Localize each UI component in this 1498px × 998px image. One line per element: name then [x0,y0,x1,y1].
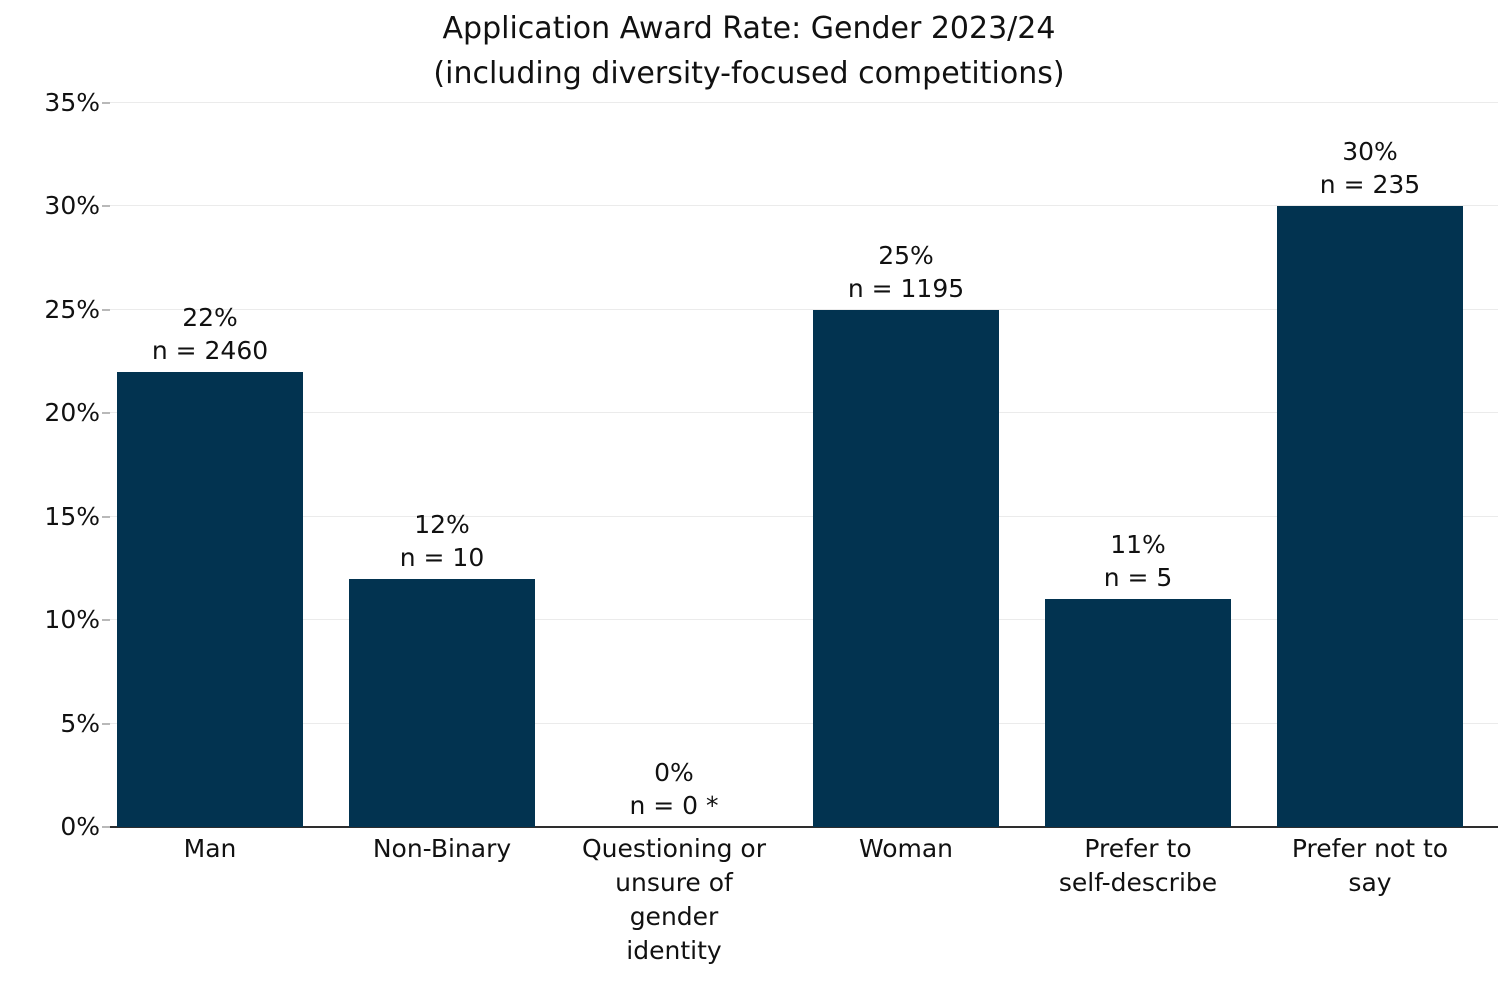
x-axis-category-label: Questioning or unsure of gender identity [582,834,766,965]
bar-value-label: 0% n = 0 * [524,756,824,822]
gridline [110,722,1498,724]
bar-n-label: n = 2460 [151,336,269,365]
bar-value-label: 12% n = 10 [292,508,592,574]
bar-value-label: 30% n = 235 [1220,135,1498,201]
bar-woman [813,310,999,827]
y-axis-tick-label: 5% [60,708,100,738]
y-axis-tick [102,619,110,622]
bar-non-binary [349,579,535,827]
y-axis-tick [102,308,110,311]
x-axis-category-label: Man [183,834,237,863]
chart-subtitle: (including diversity-focused competition… [433,56,1065,91]
y-axis-tick [102,412,110,415]
bar-n-label: n = 0 * [629,791,719,820]
x-axis-category-label: Prefer not to say [1291,834,1449,897]
gridline [110,515,1498,517]
x-axis-category-label: Prefer to self-describe [1058,834,1218,897]
y-axis-tick-label: 15% [44,501,100,531]
gridline [110,205,1498,207]
y-axis-tick-label: 10% [44,605,100,635]
bar-percent-label: 25% [878,241,934,270]
y-axis-tick-label: 0% [60,812,100,841]
bar-percent-label: 22% [182,303,238,332]
gridline [110,102,1498,103]
bar-value-label: 11% n = 5 [988,528,1288,594]
bar-n-label: n = 5 [1103,563,1173,592]
gridline [110,412,1498,414]
x-axis-category-label: Woman [858,834,954,863]
bar-prefer-to [1045,599,1231,827]
y-axis-tick-label: 20% [44,398,100,428]
bar-percent-label: 11% [1110,530,1166,559]
y-axis-tick-label: 30% [44,191,100,221]
bar-n-label: n = 235 [1319,170,1421,199]
bar-value-label: 22% n = 2460 [60,301,360,367]
y-axis-tick [102,205,110,208]
gridline [110,619,1498,621]
y-axis-tick [102,722,110,725]
gridline [110,308,1498,310]
x-axis-category-label: Non-Binary [372,834,512,863]
bar-prefer-not-to [1277,206,1463,827]
y-axis-tick-label: 35% [44,88,100,117]
bar-man [117,372,303,827]
bar-value-label: 25% n = 1195 [756,239,1056,305]
bar-percent-label: 0% [654,758,694,787]
bar-n-label: n = 1195 [847,274,965,303]
bar-percent-label: 30% [1342,137,1398,166]
bar-n-label: n = 10 [399,543,485,572]
y-axis-tick [102,826,110,828]
x-axis-line [110,826,1498,828]
y-axis-tick-label: 25% [44,294,100,324]
y-axis-tick [102,515,110,518]
y-axis-tick [102,102,110,104]
bar-percent-label: 12% [414,510,470,539]
chart-title: Application Award Rate: Gender 2023/24 [442,11,1056,46]
